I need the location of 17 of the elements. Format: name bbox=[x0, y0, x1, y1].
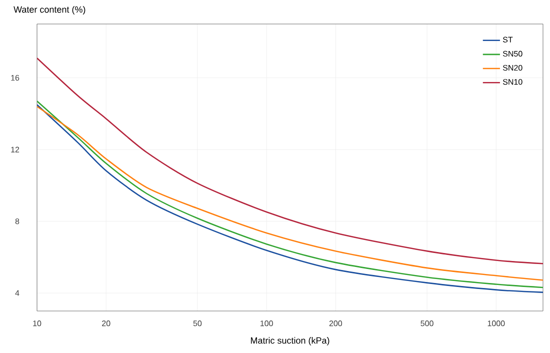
x-tick-label: 50 bbox=[193, 320, 202, 326]
legend-label: SN50 bbox=[502, 50, 522, 57]
x-tick-label: 100 bbox=[260, 320, 273, 326]
legend-label: ST bbox=[502, 36, 513, 42]
x-tick-label: 200 bbox=[329, 320, 342, 326]
x-tick-label: 500 bbox=[420, 320, 434, 326]
x-tick-label: 10 bbox=[33, 320, 42, 326]
x-tick-label: 20 bbox=[102, 320, 110, 326]
y-tick-label: 4 bbox=[15, 290, 20, 296]
y-axis-title: Water content (%) bbox=[14, 6, 86, 14]
y-tick-label: 16 bbox=[11, 74, 20, 81]
legend-label: SN20 bbox=[502, 64, 522, 71]
y-tick-label: 12 bbox=[11, 146, 20, 152]
y-tick-label: 8 bbox=[15, 218, 20, 224]
x-tick-label: 1000 bbox=[488, 320, 505, 326]
x-axis-title: Matric suction (kPa) bbox=[250, 337, 330, 346]
legend-label: SN10 bbox=[502, 79, 522, 85]
